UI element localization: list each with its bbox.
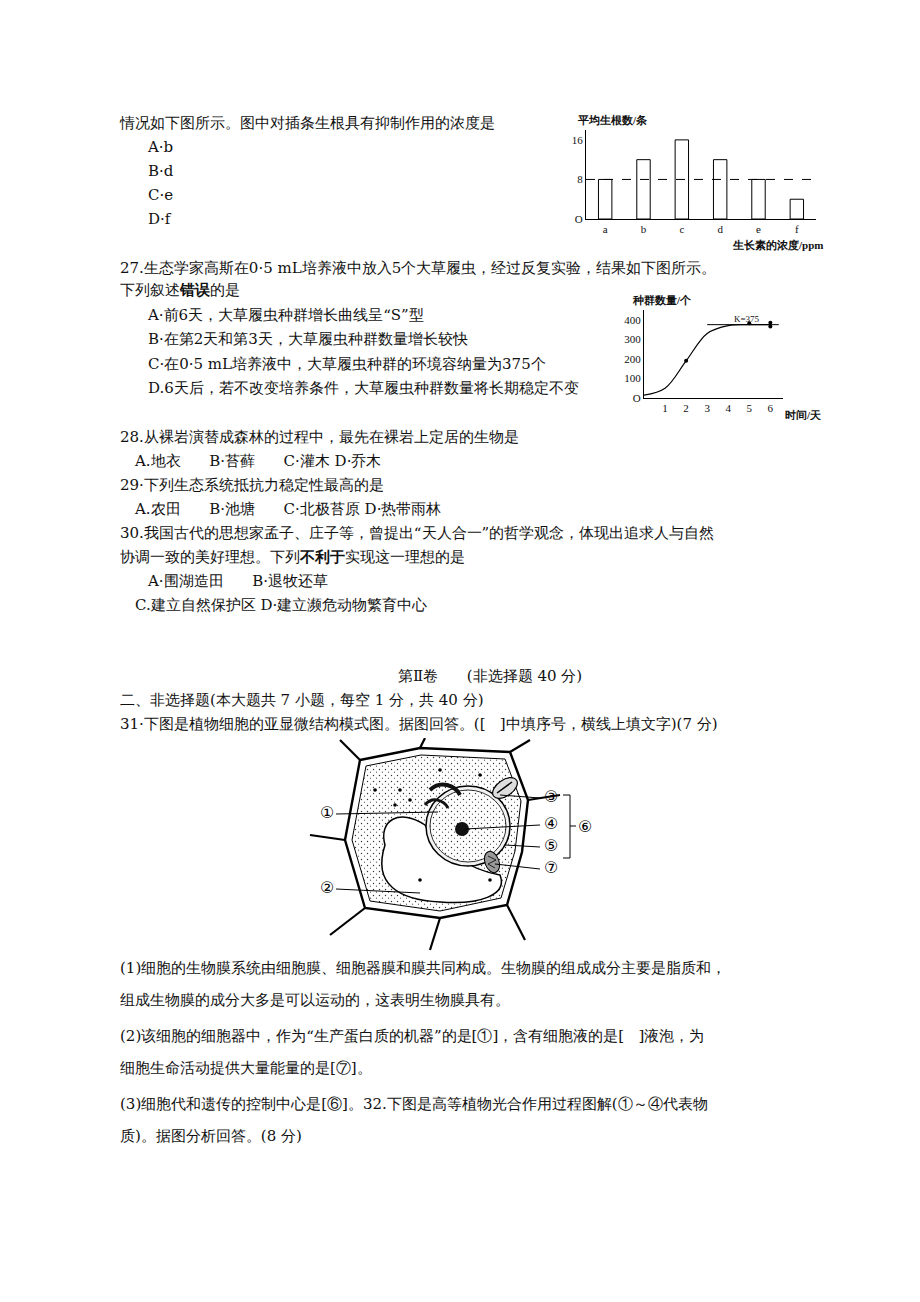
html-text:(3)细胞代和遗传的控制中心是[⑥]。32.下图是高等植物光: (3)细胞代和遗传的控制中心是[⑥]。32.下图是高等植物光合作用过程图解(①～… bbox=[120, 1095, 708, 1113]
svg-text:O: O bbox=[633, 392, 641, 404]
html-text:29·下列生态系统抵抗力稳定性最高的是: 29·下列生态系统抵抗力稳定性最高的是 bbox=[120, 476, 384, 494]
html-text:27.生态学家高斯在0·5 mL培养液中放入5个大草履虫，经: 27.生态学家高斯在0·5 mL培养液中放入5个大草履虫，经过反复实验，结果如下… bbox=[120, 259, 717, 277]
html-text:C·在0·5 mL培养液中，大草履虫种群的环境容纳量为375: C·在0·5 mL培养液中，大草履虫种群的环境容纳量为375个 bbox=[148, 355, 546, 373]
html-text:B·d: B·d bbox=[148, 162, 174, 180]
svg-text:b: b bbox=[641, 223, 647, 235]
svg-text:K=375: K=375 bbox=[734, 314, 760, 324]
svg-text:400: 400 bbox=[624, 314, 641, 326]
svg-text:2: 2 bbox=[683, 402, 689, 414]
html-text:C.建立自然保护区 D·建立濒危动物繁育中心: C.建立自然保护区 D·建立濒危动物繁育中心 bbox=[135, 596, 428, 614]
html-text:28.从裸岩演替成森林的过程中，最先在裸岩上定居的生物是: 28.从裸岩演替成森林的过程中，最先在裸岩上定居的生物是 bbox=[120, 428, 519, 446]
svg-text:1: 1 bbox=[662, 402, 668, 414]
svg-text:300: 300 bbox=[624, 333, 641, 345]
html-text:下列叙述错误的是: 下列叙述错误的是 bbox=[120, 281, 240, 299]
html-text:二、非选择题(本大题共 7 小题，每空 1 分，共 40 分: 二、非选择题(本大题共 7 小题，每空 1 分，共 40 分) bbox=[120, 691, 484, 709]
html-text:30.我国古代的思想家孟子、庄子等，曾提出“天人合一”的哲学: 30.我国古代的思想家孟子、庄子等，曾提出“天人合一”的哲学观念，体现出追求人与… bbox=[120, 524, 715, 542]
html-text:31·下图是植物细胞的亚显微结构模式图。据图回答。([ ]中: 31·下图是植物细胞的亚显微结构模式图。据图回答。([ ]中填序号，横线上填文字… bbox=[120, 715, 718, 733]
html-text:A·前6天，大草履虫种群增长曲线呈“S”型: A·前6天，大草履虫种群增长曲线呈“S”型 bbox=[148, 306, 424, 324]
html-text:D·f: D·f bbox=[148, 210, 171, 228]
svg-text:④: ④ bbox=[544, 814, 558, 833]
svg-text:O: O bbox=[575, 213, 583, 225]
html-text:(1)细胞的生物膜系统由细胞膜、细胞器膜和膜共同构成。生物膜: (1)细胞的生物膜系统由细胞膜、细胞器膜和膜共同构成。生物膜的组成成分主要是脂质… bbox=[120, 959, 727, 977]
html-text:(2)该细胞的细胞器中，作为“生产蛋白质的机器”的是[①]，: (2)该细胞的细胞器中，作为“生产蛋白质的机器”的是[①]，含有细胞液的是[ ]… bbox=[120, 1027, 705, 1045]
html-text:D.6天后，若不改变培养条件，大草履虫种群数量将长期稳定不变: D.6天后，若不改变培养条件，大草履虫种群数量将长期稳定不变 bbox=[148, 379, 579, 397]
html-text:组成生物膜的成分大多是可以运动的，这表明生物膜具有。: 组成生物膜的成分大多是可以运动的，这表明生物膜具有。 bbox=[120, 991, 510, 1009]
html-text:C·e: C·e bbox=[148, 186, 174, 204]
html-text:A·b: A·b bbox=[148, 138, 174, 156]
svg-text:⑥: ⑥ bbox=[578, 817, 592, 836]
html-text:B·在第2天和第3天，大草履虫种群数量增长较快: B·在第2天和第3天，大草履虫种群数量增长较快 bbox=[148, 330, 468, 348]
svg-text:②: ② bbox=[320, 878, 334, 897]
html-text:细胞生命活动提供大量能量的是[⑦]。: 细胞生命活动提供大量能量的是[⑦]。 bbox=[120, 1059, 372, 1077]
svg-text:⑦: ⑦ bbox=[544, 858, 558, 877]
svg-text:200: 200 bbox=[624, 353, 641, 365]
svg-text:平均生根数/条: 平均生根数/条 bbox=[577, 114, 647, 126]
html-text:协调一致的美好理想。下列不利于实现这一理想的是: 协调一致的美好理想。下列不利于实现这一理想的是 bbox=[120, 548, 465, 566]
svg-text:5: 5 bbox=[747, 402, 753, 414]
svg-text:种群数量/个: 种群数量/个 bbox=[632, 294, 692, 306]
html-text:A·围湖造田 B·退牧还草: A·围湖造田 B·退牧还草 bbox=[148, 572, 328, 590]
html-text:A.地衣 B·苔藓 C·灌木 D·乔木: A.地衣 B·苔藓 C·灌木 D·乔木 bbox=[135, 452, 382, 470]
svg-text:3: 3 bbox=[704, 402, 710, 414]
svg-text:d: d bbox=[717, 223, 723, 235]
svg-text:a: a bbox=[603, 223, 608, 235]
svg-text:生长素的浓度/ppm: 生长素的浓度/ppm bbox=[732, 239, 823, 251]
svg-text:①: ① bbox=[320, 803, 334, 822]
svg-text:100: 100 bbox=[624, 372, 641, 384]
svg-text:6: 6 bbox=[768, 402, 774, 414]
svg-text:8: 8 bbox=[577, 173, 583, 185]
svg-text:4: 4 bbox=[725, 402, 731, 414]
html-text:第Ⅱ卷 (非选择题 40 分): 第Ⅱ卷 (非选择题 40 分) bbox=[398, 667, 583, 685]
html-text:A.农田 B·池塘 C·北极苔原 D·热带雨林: A.农田 B·池塘 C·北极苔原 D·热带雨林 bbox=[135, 500, 442, 518]
svg-text:时间/天: 时间/天 bbox=[785, 409, 822, 420]
svg-text:f: f bbox=[795, 223, 799, 235]
svg-text:③: ③ bbox=[544, 787, 558, 806]
svg-text:c: c bbox=[679, 223, 684, 235]
svg-text:⑤: ⑤ bbox=[544, 836, 558, 855]
html-text:质)。据图分析回答。(8 分): 质)。据图分析回答。(8 分) bbox=[120, 1127, 302, 1145]
svg-text:16: 16 bbox=[572, 134, 584, 146]
svg-text:e: e bbox=[756, 223, 761, 235]
html-text:情况如下图所示。图中对插条生根具有抑制作用的浓度是: 情况如下图所示。图中对插条生根具有抑制作用的浓度是 bbox=[120, 114, 495, 132]
